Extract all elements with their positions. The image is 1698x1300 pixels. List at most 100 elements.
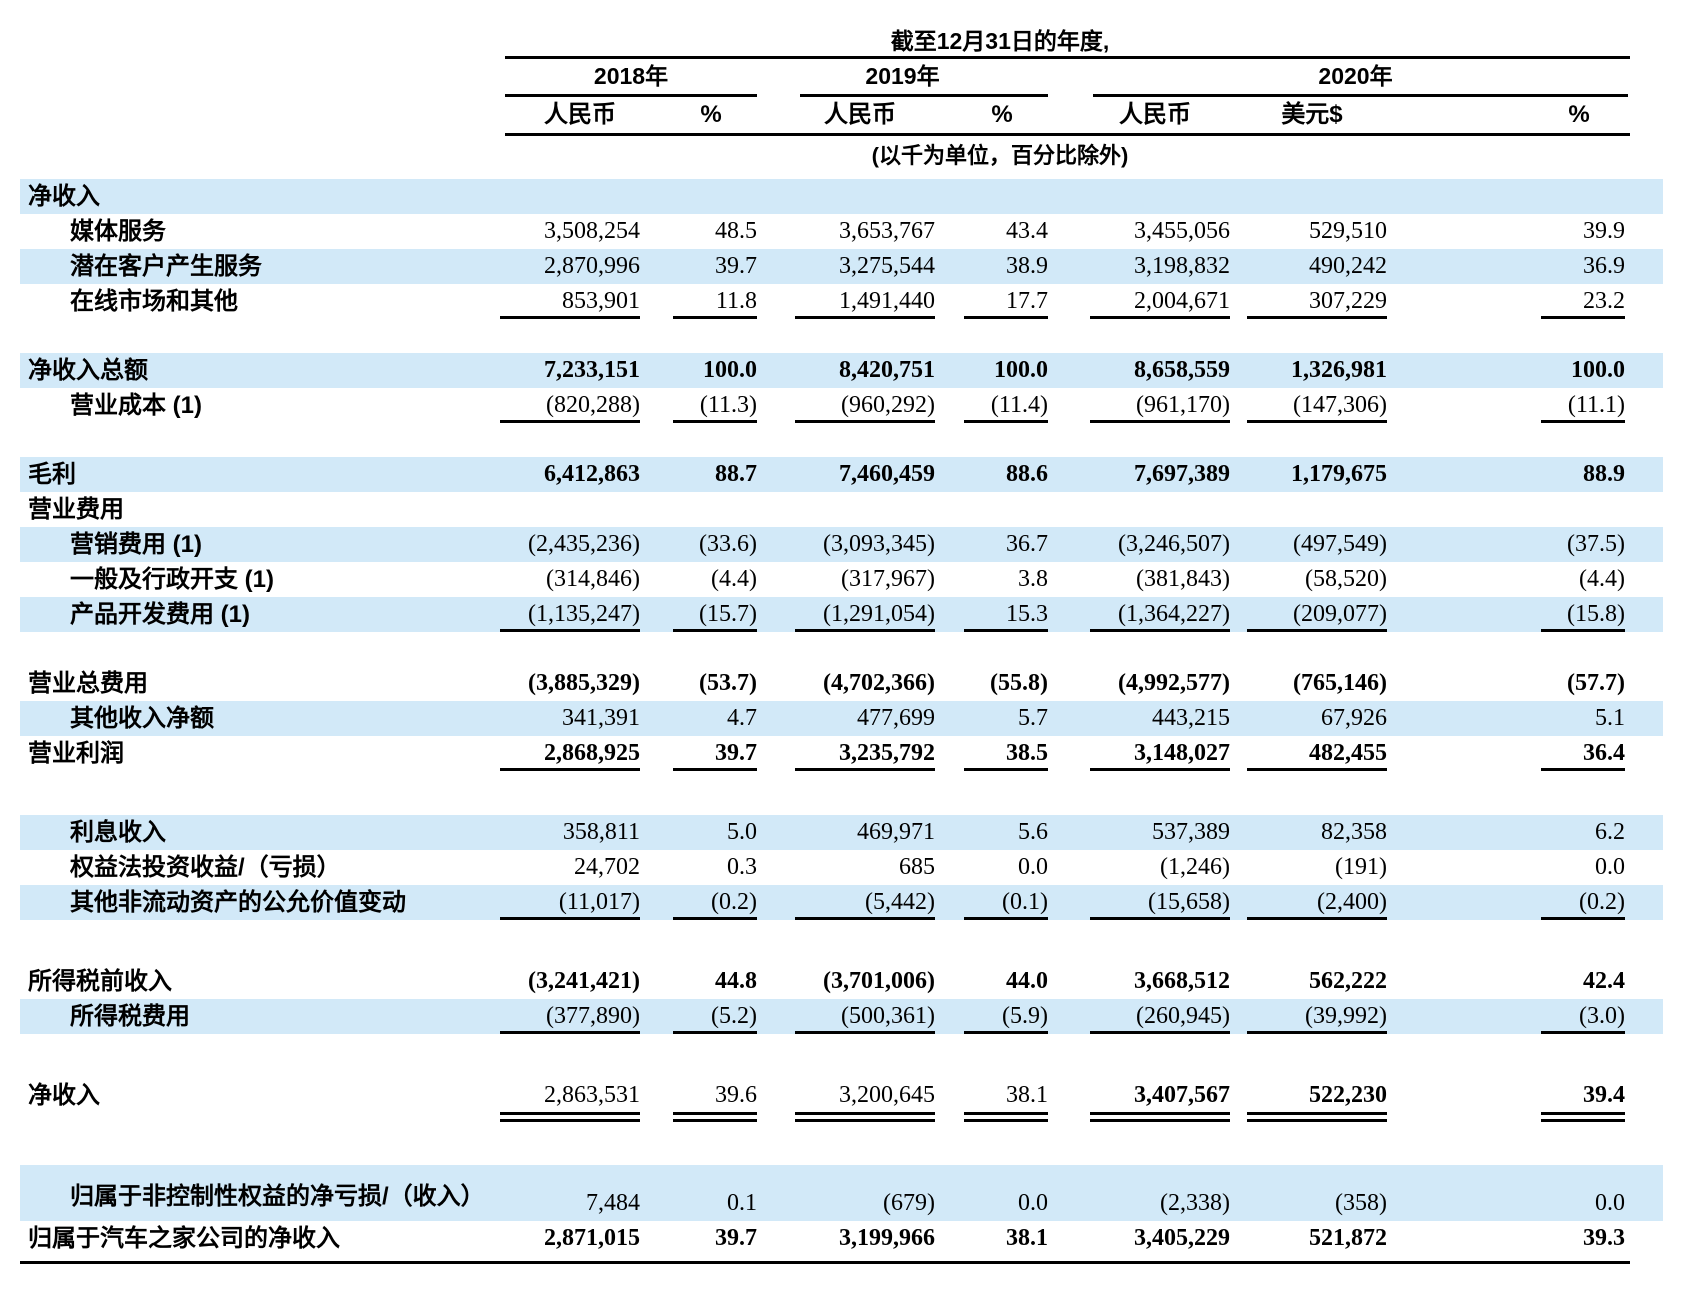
cell-value: 39.7 [640,736,757,771]
cell-value: 6.2 [1595,819,1625,845]
cell-value: 39.7 [715,253,757,279]
table-row: 在线市场和其他 853,901 11.8 1,491,440 17.7 2,004,671… [20,284,1663,319]
spacer-row [20,771,1663,815]
currency-header-row: 人民币 % 人民币 % 人民币 美元$ % [20,97,1663,133]
cell-value: (39,992) [1230,999,1387,1034]
cell-value: 38.1 [935,1078,1048,1122]
table-row: 一般及行政开支 (1) (314,846) (4.4) (317,967) 3.8 (38… [20,562,1663,597]
cell-value: (1,135,247) [500,597,640,632]
row-label: 毛利 [28,461,76,488]
col-header-pct-2018: % [700,101,722,128]
cell-value: 5.6 [1018,819,1048,845]
cell-value: 0.0 [1018,854,1048,880]
cell-value: 307,229 [1230,284,1387,319]
table-row: 净收入 2,863,531 39.6 3,200,645 38.1 3,407,567 52… [20,1078,1663,1122]
cell-value: (960,292) [757,388,935,423]
row-label: 一般及行政开支 (1) [70,566,274,593]
cell-value: 3,200,645 [757,1078,935,1122]
cell-value: 17.7 [935,284,1048,319]
cell-value: (0.2) [1387,885,1663,920]
row-label: 归属于汽车之家公司的净收入 [28,1225,340,1252]
cell-value: (358) [1335,1190,1387,1216]
cell-value: (4,702,366) [823,670,935,696]
cell-value: 100.0 [703,357,757,383]
row-label: 媒体服务 [70,218,166,245]
cell-value: 7,233,151 [544,357,640,383]
cell-value: 88.7 [715,461,757,487]
cell-value: 0.0 [1018,1190,1048,1216]
cell-value: 88.6 [1006,461,1048,487]
row-label: 其他非流动资产的公允价值变动 [70,889,406,916]
col-header-pct-2019: % [991,101,1013,128]
cell-value: 3,235,792 [757,736,935,771]
cell-value: 24,702 [574,854,640,880]
year-group-2019: 2019年 [757,61,1048,97]
cell-value: 341,391 [562,705,640,731]
table-row: 毛利 6,412,863 88.7 7,460,459 88.6 7,697,389 1,1… [20,457,1663,492]
cell-value: 3,199,966 [839,1225,935,1251]
table-row: 所得税费用 (377,890) (5.2) (500,361) (5.9) (260,94… [20,999,1663,1034]
financial-statement-table: 截至12月31日的年度, 2018年 2019年 2020年 人民币 % 人民币… [20,0,1663,1264]
cell-value: 100.0 [1571,357,1625,383]
cell-value: (3,885,329) [528,670,640,696]
row-label: 净收入 [28,183,100,210]
table-row: 归属于汽车之家公司的净收入 2,871,015 39.7 3,199,966 38.1 3… [20,1221,1663,1256]
cell-value: 36.7 [1006,531,1048,557]
cell-value: (317,967) [841,566,935,592]
cell-value: (33.6) [699,531,757,557]
cell-value: 0.1 [727,1190,757,1216]
cell-value: 100.0 [994,357,1048,383]
cell-value: 2,004,671 [1048,284,1230,319]
cell-value: 39.4 [1387,1078,1663,1122]
cell-value: 685 [899,854,935,880]
cell-value: 39.9 [1583,218,1625,244]
table-row: 产品开发费用 (1) (1,135,247) (15.7) (1,291,054) 15… [20,597,1663,632]
cell-value: (3,093,345) [823,531,935,557]
cell-value: (15.8) [1387,597,1663,632]
cell-value: (2,338) [1160,1190,1230,1216]
cell-value: (58,520) [1305,566,1387,592]
cell-value: (5.9) [935,999,1048,1034]
cell-value: (961,170) [1048,388,1230,423]
cell-value: (53.7) [699,670,757,696]
cell-value: 443,215 [1152,705,1230,731]
table-row: 潜在客户产生服务 2,870,996 39.7 3,275,544 38.9 3,198,… [20,249,1663,284]
cell-value: 3,275,544 [839,253,935,279]
units-note: (以千为单位，百分比除外) [871,143,1129,168]
cell-value: 38.5 [935,736,1048,771]
cell-value: (4,992,577) [1118,670,1230,696]
cell-value: 3,148,027 [1048,736,1230,771]
cell-value: 43.4 [1006,218,1048,244]
cell-value: (11.3) [640,388,757,423]
cell-value: 3,455,056 [1134,218,1230,244]
cell-value: (500,361) [757,999,935,1034]
cell-value: 82,358 [1321,819,1387,845]
cell-value: (15.7) [640,597,757,632]
column-header-rule [505,133,1630,136]
cell-value: 3,668,512 [1134,968,1230,994]
cell-value: (3.0) [1387,999,1663,1034]
cell-value: (209,077) [1230,597,1387,632]
cell-value: 3,508,254 [544,218,640,244]
cell-value: (11.1) [1387,388,1663,423]
cell-value: (3,701,006) [823,968,935,994]
row-label: 营业成本 (1) [70,392,202,419]
cell-value: 2,871,015 [544,1225,640,1251]
cell-value: (820,288) [500,388,640,423]
cell-value: 0.3 [727,854,757,880]
year-label: 2019年 [865,63,940,89]
cell-value: 5.7 [1018,705,1048,731]
cell-value: 67,926 [1321,705,1387,731]
cell-value: 2,868,925 [500,736,640,771]
cell-value: (1,364,227) [1048,597,1230,632]
row-label: 产品开发费用 (1) [70,601,250,628]
table-row: 净收入总额 7,233,151 100.0 8,420,751 100.0 8,658,5… [20,353,1663,388]
table-row: 营销费用 (1) (2,435,236) (33.6) (3,093,345) 36.7… [20,527,1663,562]
table-row: 营业总费用 (3,885,329) (53.7) (4,702,366) (55.8) (… [20,666,1663,701]
spacer-row [20,1034,1663,1078]
cell-value: (3,241,421) [528,968,640,994]
cell-value: 4.7 [727,705,757,731]
cell-value: 522,230 [1230,1078,1387,1122]
cell-value: 8,658,559 [1134,357,1230,383]
cell-value: 11.8 [640,284,757,319]
